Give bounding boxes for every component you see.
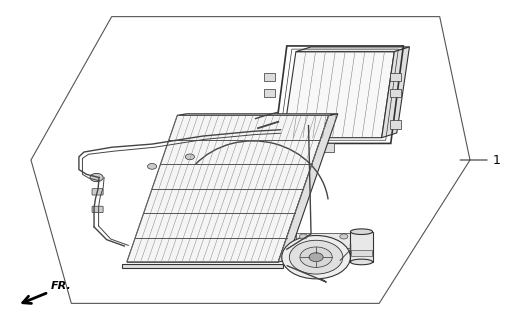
FancyBboxPatch shape xyxy=(264,73,275,81)
Circle shape xyxy=(90,173,103,182)
Polygon shape xyxy=(127,116,328,262)
Polygon shape xyxy=(295,233,356,248)
FancyBboxPatch shape xyxy=(389,121,400,129)
Polygon shape xyxy=(283,52,393,138)
Polygon shape xyxy=(278,114,337,262)
Polygon shape xyxy=(177,114,337,116)
FancyBboxPatch shape xyxy=(389,73,400,81)
Circle shape xyxy=(299,234,307,239)
FancyBboxPatch shape xyxy=(264,121,275,129)
FancyBboxPatch shape xyxy=(92,206,103,212)
Circle shape xyxy=(299,247,332,268)
Circle shape xyxy=(339,234,347,239)
FancyBboxPatch shape xyxy=(92,189,103,195)
FancyBboxPatch shape xyxy=(389,89,400,97)
Polygon shape xyxy=(295,47,409,52)
Text: FR.: FR. xyxy=(51,281,72,291)
FancyBboxPatch shape xyxy=(264,89,275,97)
Polygon shape xyxy=(122,264,283,268)
FancyBboxPatch shape xyxy=(350,251,371,256)
Ellipse shape xyxy=(349,259,372,265)
Circle shape xyxy=(281,236,349,279)
Circle shape xyxy=(309,253,323,262)
Circle shape xyxy=(185,154,194,160)
Ellipse shape xyxy=(349,229,372,235)
Circle shape xyxy=(289,240,342,274)
Circle shape xyxy=(147,164,157,169)
Text: 1: 1 xyxy=(459,154,499,166)
Polygon shape xyxy=(381,47,409,138)
FancyBboxPatch shape xyxy=(349,232,372,262)
FancyBboxPatch shape xyxy=(292,143,334,152)
